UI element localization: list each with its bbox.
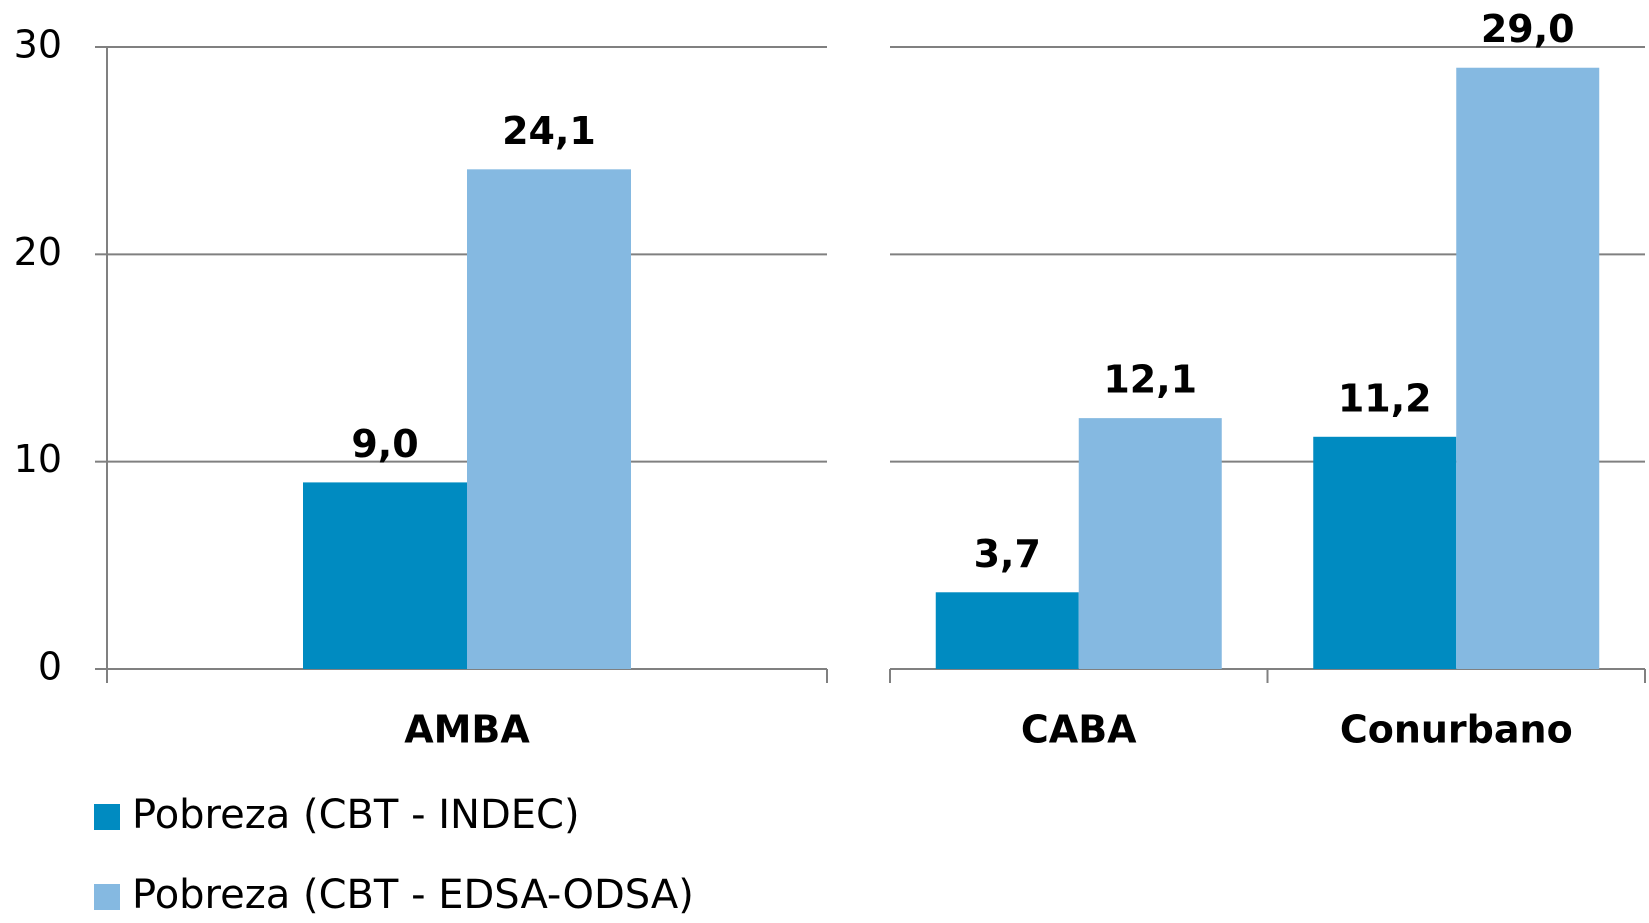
legend-swatch [94, 884, 120, 910]
data-label: 12,1 [1103, 358, 1197, 402]
y-tick-label: 30 [14, 23, 62, 67]
y-tick-label: 0 [38, 645, 62, 689]
bar [467, 169, 631, 669]
y-tick-label: 10 [14, 437, 62, 481]
y-tick-label: 20 [14, 230, 62, 274]
legend-label: Pobreza (CBT - INDEC) [132, 792, 580, 838]
legend-label: Pobreza (CBT - EDSA-ODSA) [132, 872, 694, 918]
data-label: 3,7 [974, 532, 1041, 576]
bar [1313, 436, 1457, 669]
bar [303, 482, 467, 669]
data-label: 29,0 [1481, 7, 1575, 51]
x-tick-label: CABA [1021, 708, 1137, 752]
x-tick-label: AMBA [404, 708, 530, 752]
legend-swatch [94, 804, 120, 830]
bar [1456, 67, 1600, 669]
data-label: 9,0 [351, 422, 418, 466]
bar [935, 592, 1079, 669]
data-label: 11,2 [1338, 376, 1432, 420]
bar [1078, 418, 1222, 669]
x-tick-label: Conurbano [1340, 708, 1573, 752]
data-label: 24,1 [502, 109, 596, 153]
